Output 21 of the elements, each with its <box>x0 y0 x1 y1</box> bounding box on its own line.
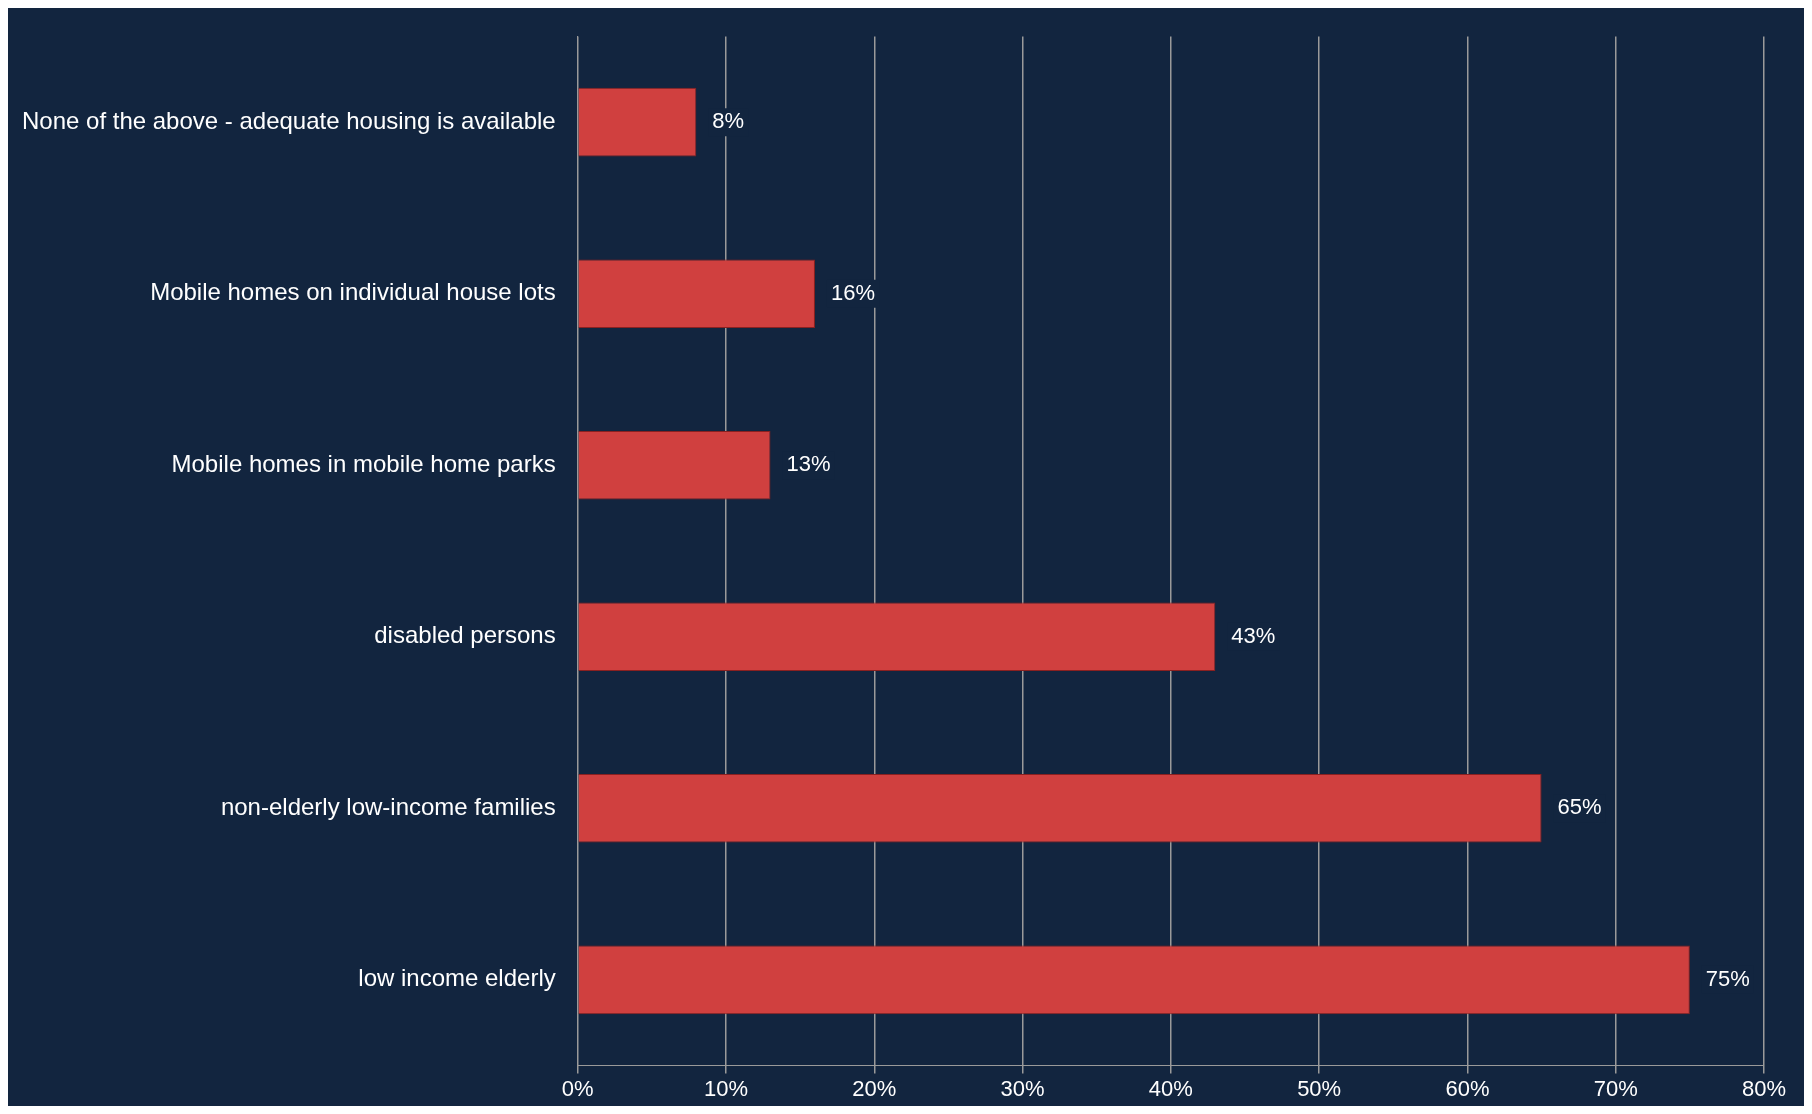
x-tick-label: 10% <box>703 1075 749 1101</box>
data-label: 13% <box>786 451 831 477</box>
x-tick-label: 40% <box>1148 1075 1193 1101</box>
x-tick-label: 70% <box>1593 1075 1638 1101</box>
y-tick-label: disabled persons <box>374 621 556 649</box>
data-label: 65% <box>1557 794 1602 820</box>
data-label: 16% <box>830 279 876 305</box>
x-tick-label: 50% <box>1297 1075 1342 1101</box>
data-label: 75% <box>1705 965 1750 991</box>
y-tick-label: Mobile homes on individual house lots <box>150 278 556 306</box>
y-tick-label: low income elderly <box>358 964 556 992</box>
y-tick-label: Mobile homes in mobile home parks <box>171 449 556 477</box>
x-tick-label: 20% <box>852 1075 897 1101</box>
x-tick-label: 30% <box>1000 1075 1045 1101</box>
data-label: 43% <box>1231 622 1276 648</box>
x-tick-label: 60% <box>1445 1075 1490 1101</box>
y-tick-label: non-elderly low-income families <box>220 792 556 820</box>
x-tick-label: 0% <box>561 1075 594 1101</box>
x-tick-label: 80% <box>1741 1075 1787 1101</box>
y-tick-label: None of the above - adequate housing is available <box>22 106 556 134</box>
data-label: 8% <box>712 108 745 134</box>
